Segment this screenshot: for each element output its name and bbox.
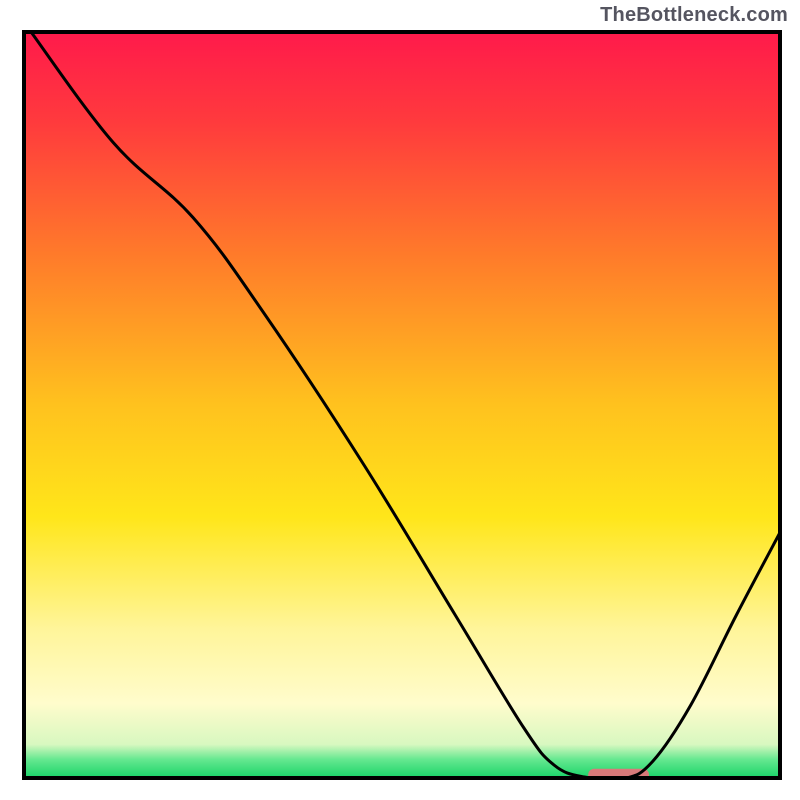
watermark-text: TheBottleneck.com	[600, 4, 788, 27]
plot-area	[22, 30, 782, 780]
chart-container: TheBottleneck.com	[0, 0, 800, 800]
chart-background	[24, 32, 780, 778]
chart-svg	[22, 30, 782, 780]
